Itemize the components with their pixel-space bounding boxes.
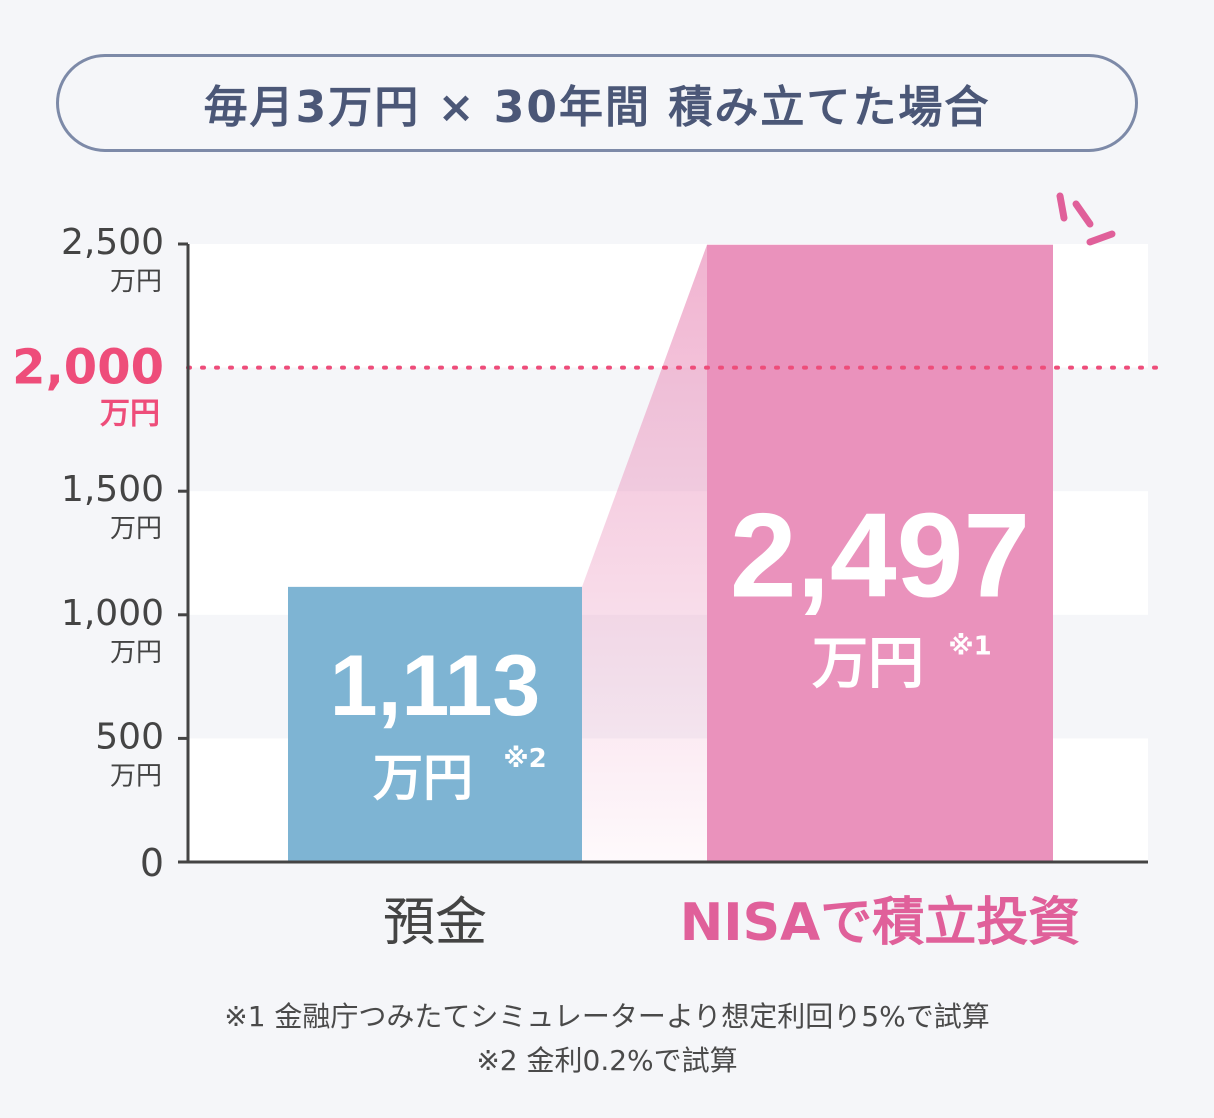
value-label-nisa: 2,497 — [730, 489, 1030, 623]
footnotes: ※1 金融庁つみたてシミュレーターより想定利回り5%で試算 ※2 金利0.2%で… — [0, 995, 1214, 1083]
bar-chart: 0500万円1,000万円1,500万円2,000万円2,500万円1,113万… — [12, 192, 1162, 953]
bar-deposit — [288, 586, 582, 862]
category-label-deposit: 預金 — [383, 893, 487, 953]
footnote-1: ※1 金融庁つみたてシミュレーターより想定利回り5%で試算 — [224, 1000, 990, 1033]
value-label-nisa-note: ※1 — [948, 632, 991, 662]
y-tick-label: 0 — [140, 841, 164, 885]
sparkle-icon — [1056, 192, 1116, 246]
chart-title: 毎月3万円 × 30年間 積み立てた場合 — [56, 54, 1138, 152]
y-tick-label: 2,500 — [61, 222, 164, 263]
value-label-nisa-unit: 万円 — [812, 632, 924, 697]
category-label-nisa: NISAで積立投資 — [680, 893, 1081, 953]
y-tick-unit: 万円 — [110, 267, 162, 297]
bar-nisa — [707, 244, 1053, 863]
y-tick-label: 1,500 — [61, 469, 164, 510]
highlight-unit: 万円 — [100, 397, 160, 432]
highlight-label: 2,000 — [12, 340, 164, 396]
value-label-deposit-note: ※2 — [503, 744, 546, 774]
value-label-deposit: 1,113 — [330, 638, 540, 734]
y-tick-unit: 万円 — [110, 761, 162, 791]
y-tick-unit: 万円 — [110, 638, 162, 668]
value-label-deposit-unit: 万円 — [373, 749, 473, 807]
y-tick-label: 1,000 — [61, 593, 164, 634]
y-tick-label: 500 — [95, 716, 164, 757]
footnote-2: ※2 金利0.2%で試算 — [476, 1044, 738, 1077]
growth-connector — [582, 244, 707, 863]
y-tick-unit: 万円 — [110, 514, 162, 544]
